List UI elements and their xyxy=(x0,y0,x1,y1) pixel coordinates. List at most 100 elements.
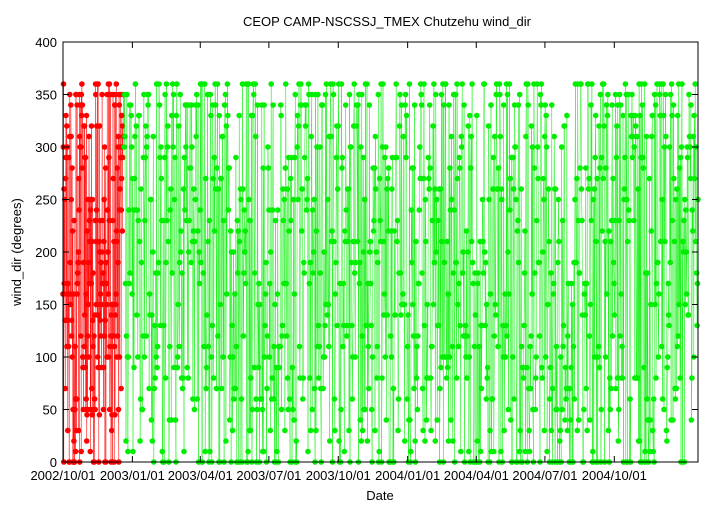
data-point xyxy=(295,123,302,129)
data-point xyxy=(210,375,217,381)
data-point xyxy=(232,385,239,392)
data-point xyxy=(212,102,219,108)
data-point xyxy=(148,196,154,203)
data-point xyxy=(402,102,408,108)
data-point xyxy=(346,91,353,98)
data-point xyxy=(498,448,504,455)
data-point xyxy=(68,333,75,339)
data-point xyxy=(483,259,489,266)
data-point xyxy=(77,333,84,339)
data-point xyxy=(69,228,76,234)
data-point xyxy=(153,354,159,360)
data-point xyxy=(439,238,445,245)
data-point xyxy=(405,312,411,318)
data-point xyxy=(416,207,423,213)
data-point xyxy=(581,291,588,297)
data-point xyxy=(435,217,442,224)
data-point xyxy=(263,259,269,266)
data-point xyxy=(141,354,148,360)
data-point xyxy=(192,196,199,203)
data-point xyxy=(302,123,309,129)
data-point xyxy=(442,81,449,87)
data-point xyxy=(362,406,368,413)
data-point xyxy=(112,412,118,418)
data-point xyxy=(631,217,637,224)
data-point xyxy=(601,123,607,129)
data-point xyxy=(618,291,624,297)
data-point xyxy=(452,91,459,98)
data-point xyxy=(612,91,619,98)
data-point xyxy=(382,154,388,161)
data-point xyxy=(215,186,222,192)
data-point xyxy=(106,81,113,87)
data-point xyxy=(346,427,352,434)
data-point xyxy=(176,259,183,266)
data-point xyxy=(633,123,639,129)
data-point xyxy=(547,396,553,402)
data-point xyxy=(420,427,426,434)
data-point xyxy=(169,81,176,87)
data-point xyxy=(238,396,245,402)
data-point xyxy=(582,312,589,318)
data-point xyxy=(517,427,523,434)
data-point xyxy=(611,280,617,287)
data-point xyxy=(142,154,149,161)
data-point xyxy=(165,238,172,245)
data-point xyxy=(69,317,75,324)
data-point xyxy=(274,291,281,297)
data-point xyxy=(609,102,615,108)
data-point xyxy=(125,448,131,455)
data-point xyxy=(226,417,233,423)
data-point xyxy=(677,375,683,381)
data-point xyxy=(91,333,97,339)
data-point xyxy=(568,280,575,287)
data-point xyxy=(139,406,146,413)
data-point xyxy=(136,112,142,119)
data-point xyxy=(260,448,267,455)
data-point xyxy=(394,238,400,245)
data-point xyxy=(659,396,666,402)
data-point xyxy=(119,112,125,119)
data-point xyxy=(171,196,178,203)
data-point xyxy=(614,123,620,129)
data-point xyxy=(74,270,81,276)
data-point xyxy=(637,112,643,119)
data-point xyxy=(541,133,548,140)
data-point xyxy=(69,165,75,171)
data-point xyxy=(300,375,307,381)
data-point xyxy=(179,270,185,276)
data-point xyxy=(387,333,394,339)
data-point xyxy=(233,343,240,350)
data-point xyxy=(458,133,465,140)
data-point xyxy=(380,238,387,245)
data-point xyxy=(329,228,335,234)
data-point xyxy=(485,123,492,129)
data-point xyxy=(353,123,359,129)
data-point xyxy=(655,259,661,266)
data-point xyxy=(516,91,523,98)
data-point xyxy=(545,186,552,192)
data-point xyxy=(217,301,224,308)
data-point xyxy=(209,322,216,329)
data-point xyxy=(334,322,341,329)
y-tick-label: 50 xyxy=(43,403,57,418)
data-point xyxy=(188,259,194,266)
data-point xyxy=(454,81,460,87)
data-point xyxy=(85,354,92,360)
data-point xyxy=(84,412,90,418)
data-point xyxy=(461,102,467,108)
data-point xyxy=(583,165,589,171)
data-point xyxy=(91,396,98,402)
data-point xyxy=(661,144,668,150)
data-point xyxy=(126,207,132,213)
data-point xyxy=(87,448,94,455)
data-point xyxy=(124,91,130,98)
data-point xyxy=(516,259,522,266)
data-point xyxy=(397,270,404,276)
data-point xyxy=(332,291,339,297)
data-point xyxy=(96,412,103,418)
data-point xyxy=(367,280,374,287)
data-point xyxy=(621,186,628,192)
data-point xyxy=(105,354,112,360)
